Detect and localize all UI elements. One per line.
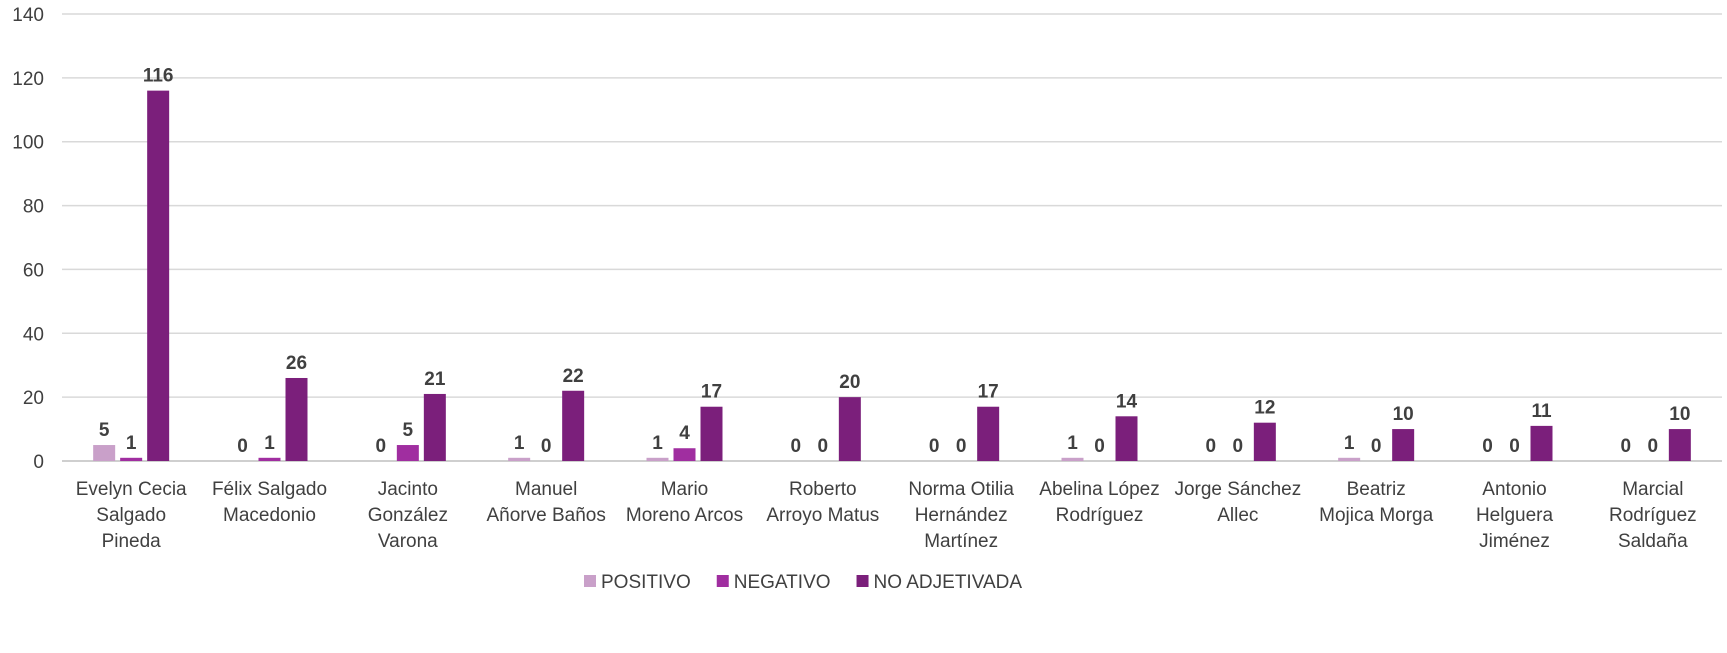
- data-label: 1: [1067, 433, 1078, 454]
- x-tick-label: Antonio Helguera Jiménez: [1476, 479, 1554, 552]
- bar-positivo: [1338, 457, 1361, 461]
- data-label: 0: [1206, 436, 1217, 457]
- data-label: 0: [1621, 436, 1632, 457]
- data-label: 116: [143, 66, 174, 87]
- y-axis: 0 20 40 60 80 100 120 140: [12, 5, 44, 473]
- data-label: 10: [1393, 404, 1414, 425]
- data-label: 0: [1509, 436, 1520, 457]
- data-label: 5: [99, 420, 110, 441]
- y-tick-label: 0: [33, 452, 44, 473]
- x-tick-label: Marcial Rodríguez Saldaña: [1609, 479, 1697, 552]
- x-tick-label: Jorge Sánchez Allec: [1174, 479, 1301, 526]
- y-tick-label: 100: [12, 133, 44, 154]
- data-label: 1: [514, 433, 525, 454]
- data-label: 10: [1669, 404, 1690, 425]
- bar-positivo: [93, 445, 116, 461]
- data-label: 17: [978, 382, 999, 403]
- data-label: 21: [424, 369, 446, 390]
- x-tick-label: Beatriz Mojica Morga: [1319, 479, 1433, 526]
- data-label: 22: [563, 366, 584, 387]
- data-label: 0: [818, 436, 829, 457]
- bar-no-adjetivada: [562, 390, 585, 461]
- data-label: 11: [1531, 401, 1552, 422]
- data-label: 26: [286, 353, 307, 374]
- y-tick-label: 80: [23, 197, 44, 218]
- y-tick-label: 20: [23, 388, 44, 409]
- data-label: 0: [541, 436, 552, 457]
- legend-label: NO ADJETIVADA: [874, 572, 1023, 593]
- bar-no-adjetivada: [1253, 422, 1276, 461]
- x-tick-label: Jacinto González Varona: [368, 479, 448, 552]
- data-label: 17: [701, 382, 722, 403]
- legend-swatch: [584, 575, 596, 587]
- x-tick-label: Abelina López Rodríguez: [1039, 479, 1159, 526]
- bar-no-adjetivada: [700, 406, 723, 461]
- bar-no-adjetivada: [1115, 416, 1138, 461]
- data-label: 5: [403, 420, 414, 441]
- legend-swatch: [856, 575, 869, 587]
- bar-no-adjetivada: [1530, 425, 1553, 461]
- data-label: 0: [376, 436, 387, 457]
- x-tick-label: Roberto Arroyo Matus: [766, 479, 879, 526]
- bar-positivo: [508, 457, 531, 461]
- bar-no-adjetivada: [838, 397, 861, 461]
- data-label: 12: [1254, 398, 1275, 419]
- data-label: 0: [1648, 436, 1659, 457]
- legend: POSITIVO NEGATIVO NO ADJETIVADA: [584, 572, 1022, 593]
- x-tick-label: Evelyn Cecia Salgado Pineda: [76, 479, 187, 552]
- gridlines: [62, 13, 1722, 462]
- bar-no-adjetivada: [147, 90, 170, 461]
- y-tick-label: 140: [12, 5, 44, 26]
- data-label: 0: [791, 436, 802, 457]
- bar-negativo: [396, 445, 419, 461]
- bar-positivo: [1061, 457, 1084, 461]
- x-tick-label: Mario Moreno Arcos: [626, 479, 743, 526]
- data-label: 1: [1344, 433, 1355, 454]
- legend-label: NEGATIVO: [734, 572, 831, 593]
- y-tick-label: 60: [23, 260, 44, 281]
- y-tick-label: 120: [12, 69, 44, 90]
- x-tick-label: Manuel Añorve Baños: [486, 479, 605, 526]
- data-label: 1: [652, 433, 663, 454]
- data-label: 0: [1233, 436, 1244, 457]
- legend-label: POSITIVO: [601, 572, 691, 593]
- bar-no-adjetivada: [423, 393, 446, 461]
- data-label: 0: [1482, 436, 1493, 457]
- y-tick-label: 40: [23, 324, 44, 345]
- bar-no-adjetivada: [977, 406, 1000, 461]
- x-tick-label: Félix Salgado Macedonio: [212, 479, 327, 526]
- data-label: 14: [1116, 391, 1138, 412]
- x-axis: Evelyn Cecia Salgado Pineda Félix Salgado Ma…: [76, 479, 1697, 552]
- data-label: 1: [126, 433, 137, 454]
- x-tick-label: Norma Otilia Hernández Martínez: [908, 479, 1014, 552]
- bar-no-adjetivada: [1392, 429, 1415, 461]
- bar-negativo: [673, 448, 696, 461]
- data-label: 20: [839, 372, 860, 393]
- bars: [93, 90, 1691, 461]
- bar-positivo: [646, 457, 669, 461]
- data-label: 0: [956, 436, 967, 457]
- legend-swatch: [716, 575, 729, 587]
- data-label: 0: [237, 436, 248, 457]
- bar-no-adjetivada: [285, 377, 308, 461]
- bar-negativo: [258, 457, 281, 461]
- data-label: 4: [679, 423, 690, 444]
- data-label: 0: [1371, 436, 1382, 457]
- data-label: 1: [264, 433, 275, 454]
- data-label: 0: [929, 436, 940, 457]
- bar-no-adjetivada: [1668, 429, 1691, 461]
- bar-negativo: [120, 457, 143, 461]
- data-label: 0: [1094, 436, 1105, 457]
